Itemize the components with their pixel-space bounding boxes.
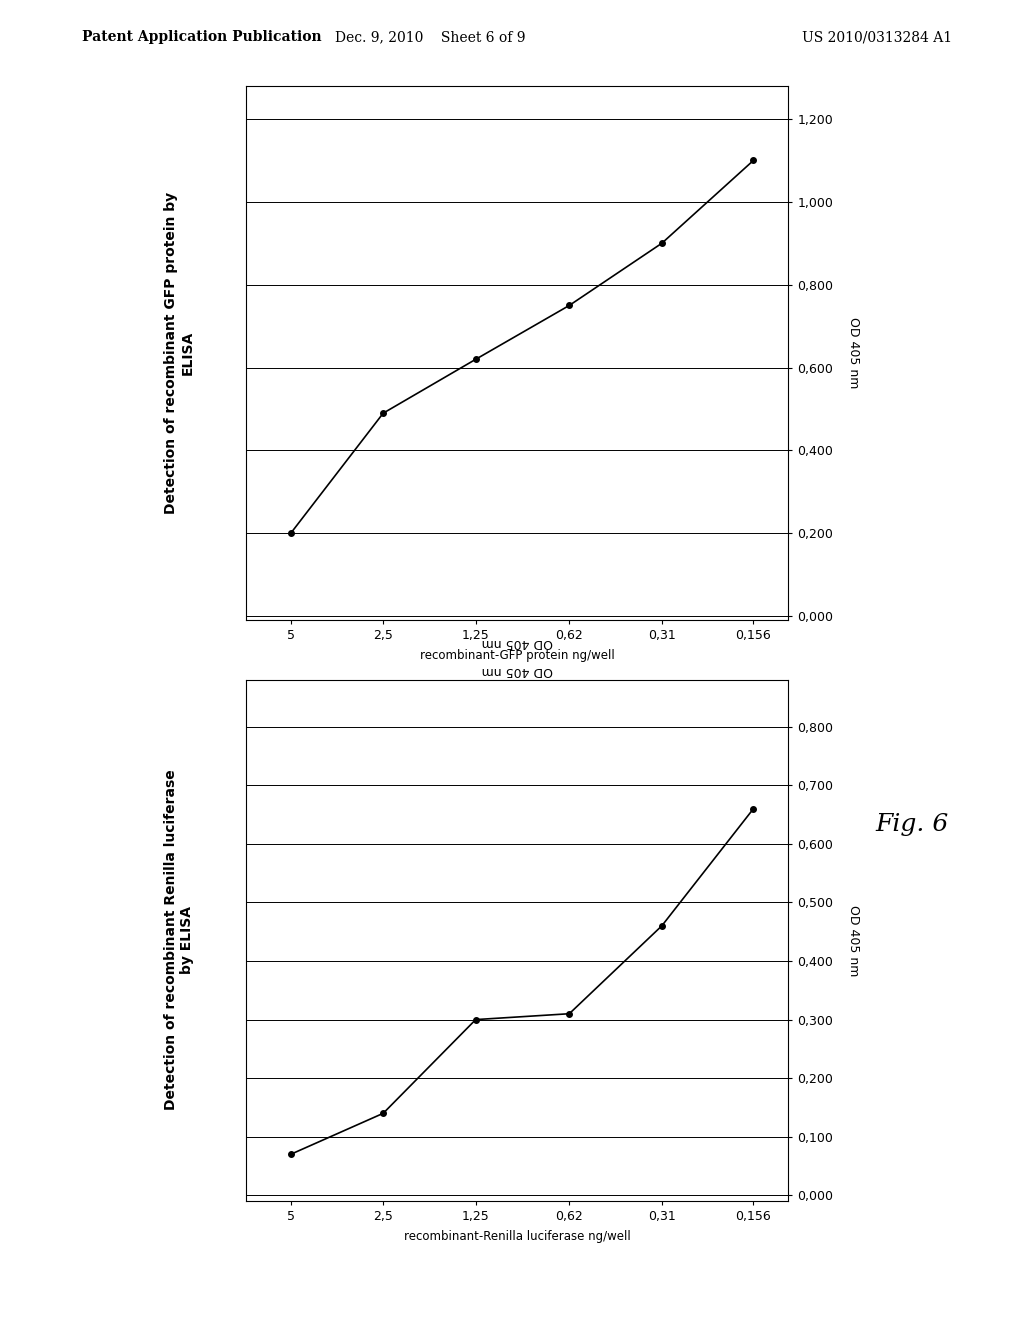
Y-axis label: OD 405 nm: OD 405 nm [848,904,860,977]
X-axis label: recombinant-Renilla luciferase ng/well: recombinant-Renilla luciferase ng/well [403,1230,631,1243]
Text: US 2010/0313284 A1: US 2010/0313284 A1 [802,30,952,45]
Text: Fig. 6: Fig. 6 [876,813,949,837]
Text: Dec. 9, 2010    Sheet 6 of 9: Dec. 9, 2010 Sheet 6 of 9 [335,30,525,45]
Text: OD 405 nm: OD 405 nm [481,636,553,649]
Text: Patent Application Publication: Patent Application Publication [82,30,322,45]
Text: OD 405 nm: OD 405 nm [481,664,553,677]
Text: Detection of recombinant Renilla luciferase
by ELISA: Detection of recombinant Renilla lucifer… [164,770,195,1110]
X-axis label: recombinant-GFP protein ng/well: recombinant-GFP protein ng/well [420,649,614,663]
Text: Detection of recombinant GFP protein by
ELISA: Detection of recombinant GFP protein by … [164,191,195,513]
Y-axis label: OD 405 nm: OD 405 nm [848,317,860,389]
